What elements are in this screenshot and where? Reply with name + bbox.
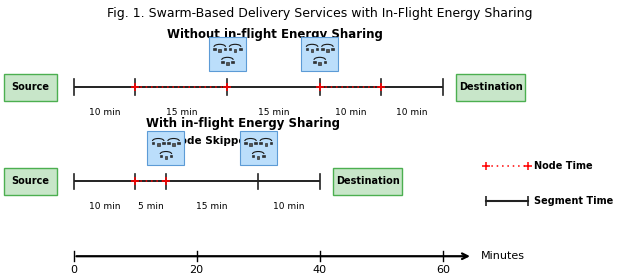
Bar bbox=[306, 48, 308, 50]
Bar bbox=[249, 143, 252, 146]
Text: 40: 40 bbox=[313, 265, 327, 275]
Text: 10 min: 10 min bbox=[396, 108, 428, 117]
FancyBboxPatch shape bbox=[333, 168, 403, 195]
Text: Node Skipped: Node Skipped bbox=[171, 136, 253, 146]
Bar bbox=[264, 143, 267, 146]
Bar bbox=[162, 142, 164, 144]
Text: Node Time: Node Time bbox=[534, 161, 593, 171]
Text: Destination: Destination bbox=[459, 82, 523, 92]
Bar bbox=[226, 62, 228, 65]
Bar bbox=[159, 155, 162, 157]
Bar bbox=[257, 156, 259, 159]
Text: Without in-flight Energy Sharing: Without in-flight Energy Sharing bbox=[167, 28, 383, 41]
Bar bbox=[311, 49, 314, 52]
Bar bbox=[319, 62, 321, 65]
Bar bbox=[332, 48, 334, 50]
Bar bbox=[252, 155, 254, 157]
FancyBboxPatch shape bbox=[209, 37, 246, 71]
Bar bbox=[213, 48, 216, 50]
Bar bbox=[157, 143, 159, 146]
Text: Destination: Destination bbox=[336, 176, 399, 186]
Bar bbox=[259, 142, 262, 144]
Text: 60: 60 bbox=[436, 265, 450, 275]
Text: 15 min: 15 min bbox=[196, 202, 228, 211]
FancyBboxPatch shape bbox=[456, 74, 525, 101]
Bar bbox=[269, 142, 272, 144]
Text: 10 min: 10 min bbox=[88, 108, 120, 117]
Text: Minutes: Minutes bbox=[481, 251, 525, 261]
Text: 15 min: 15 min bbox=[258, 108, 289, 117]
Bar bbox=[167, 142, 170, 144]
Bar bbox=[172, 143, 175, 146]
FancyBboxPatch shape bbox=[147, 131, 184, 165]
Bar bbox=[152, 142, 154, 144]
Text: 0: 0 bbox=[70, 265, 77, 275]
Text: Segment Time: Segment Time bbox=[534, 196, 614, 206]
FancyBboxPatch shape bbox=[4, 168, 58, 195]
Bar bbox=[223, 48, 226, 50]
Bar bbox=[324, 61, 326, 63]
FancyBboxPatch shape bbox=[239, 131, 276, 165]
Bar bbox=[231, 61, 234, 63]
Bar bbox=[316, 48, 319, 50]
Text: Fig. 1. Swarm-Based Delivery Services with In-Flight Energy Sharing: Fig. 1. Swarm-Based Delivery Services wi… bbox=[108, 7, 532, 20]
Bar bbox=[228, 48, 231, 50]
Bar bbox=[177, 142, 180, 144]
Bar bbox=[221, 61, 223, 63]
Bar bbox=[234, 49, 236, 52]
Bar bbox=[239, 48, 241, 50]
Bar bbox=[254, 142, 257, 144]
Bar bbox=[321, 48, 324, 50]
FancyBboxPatch shape bbox=[301, 37, 339, 71]
Text: 10 min: 10 min bbox=[273, 202, 305, 211]
Bar bbox=[314, 61, 316, 63]
Bar bbox=[262, 155, 264, 157]
FancyBboxPatch shape bbox=[4, 74, 58, 101]
Text: 10 min: 10 min bbox=[335, 108, 366, 117]
Text: 20: 20 bbox=[189, 265, 204, 275]
Bar bbox=[164, 156, 167, 159]
Text: With in-flight Energy Sharing: With in-flight Energy Sharing bbox=[146, 117, 340, 130]
Bar bbox=[244, 142, 246, 144]
Text: Source: Source bbox=[12, 176, 50, 186]
Bar bbox=[326, 49, 329, 52]
Text: Source: Source bbox=[12, 82, 50, 92]
Text: 15 min: 15 min bbox=[166, 108, 197, 117]
Bar bbox=[170, 155, 172, 157]
Bar bbox=[218, 49, 221, 52]
Text: 10 min: 10 min bbox=[88, 202, 120, 211]
Text: 5 min: 5 min bbox=[138, 202, 163, 211]
